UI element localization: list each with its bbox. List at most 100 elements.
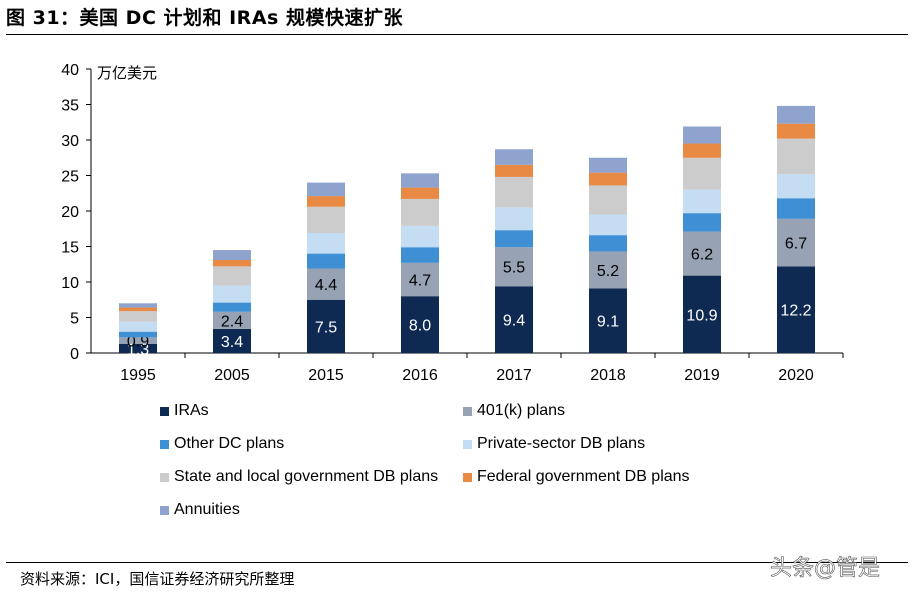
x-tick-label: 2016 (402, 367, 438, 384)
bar-segment (401, 198, 439, 226)
y-tick-label: 35 (61, 98, 79, 115)
data-label: 8.0 (409, 318, 431, 335)
bar-segment (683, 157, 721, 190)
legend-item: 401(k) plans (463, 402, 565, 420)
data-label: 1.3 (127, 341, 149, 358)
x-tick-label: 2005 (214, 367, 250, 384)
bar-segment (119, 307, 157, 312)
bar-segment (777, 174, 815, 199)
bar-segment (495, 207, 533, 231)
x-tick-label: 2018 (590, 367, 626, 384)
bar-segment (495, 176, 533, 208)
data-label: 4.4 (315, 277, 337, 294)
bar-segment (119, 321, 157, 332)
y-tick-label: 10 (61, 275, 79, 292)
footer-divider (6, 562, 908, 563)
data-label: 10.9 (686, 307, 717, 324)
data-label: 4.7 (409, 273, 431, 290)
legend-swatch (160, 406, 169, 416)
bar-segment (401, 296, 439, 353)
source-note: 资料来源：ICI，国信证券经济研究所整理 (20, 570, 295, 588)
legend-swatch (463, 439, 472, 449)
bar-segment (119, 331, 157, 338)
legend-item: State and local government DB plans (160, 468, 438, 486)
x-tick-label: 2015 (308, 367, 344, 384)
y-tick-label: 5 (70, 311, 79, 328)
legend-label: Private-sector DB plans (477, 435, 646, 452)
bar-segment (683, 213, 721, 232)
bar-segment (213, 302, 251, 312)
bar-segment (119, 337, 157, 344)
figure-title: 图 31：美国 DC 计划和 IRAs 规模快速扩张 (6, 7, 403, 29)
y-tick-label: 40 (61, 62, 79, 79)
data-label: 3.4 (221, 334, 243, 351)
data-label: 5.2 (597, 263, 619, 280)
legend-swatch (160, 505, 169, 515)
bar-segment (119, 311, 157, 322)
bar-segment (307, 253, 345, 269)
bar-segment (683, 231, 721, 276)
legend-label: Federal government DB plans (477, 468, 690, 485)
bar-segment (213, 285, 251, 303)
x-tick-label: 2019 (684, 367, 720, 384)
bar-segment (777, 123, 815, 139)
data-label: 2.4 (221, 313, 243, 330)
bar-segment (213, 250, 251, 260)
legend-item: Federal government DB plans (463, 468, 690, 486)
x-tick-label: 2017 (496, 367, 532, 384)
legend-swatch (463, 406, 472, 416)
bar-segment (777, 138, 815, 175)
bar-segment (401, 187, 439, 199)
data-label: 5.5 (503, 260, 525, 277)
x-tick-label: 2020 (778, 367, 814, 384)
bar-segment (213, 266, 251, 286)
bar-segment (401, 262, 439, 297)
legend-item: IRAs (160, 402, 209, 420)
bar-segment (777, 218, 815, 267)
legend-label: State and local government DB plans (174, 468, 439, 485)
legend-item: Annuities (160, 501, 240, 519)
bar-segment (213, 311, 251, 329)
data-label: 12.2 (780, 303, 811, 320)
bar-segment (683, 275, 721, 353)
bar-segment (495, 286, 533, 353)
bar-segment (589, 185, 627, 215)
title-divider (6, 34, 908, 35)
watermark: 头条@管是 (770, 556, 881, 582)
bar-segment (777, 198, 815, 219)
bar-segment (589, 157, 627, 173)
bar-segment (683, 189, 721, 214)
bar-segment (777, 266, 815, 353)
data-label: 7.5 (315, 319, 337, 336)
bar-segment (401, 173, 439, 188)
bar-segment (213, 328, 251, 353)
bar-segment (307, 268, 345, 300)
bar-segment (119, 343, 157, 353)
y-tick-label: 20 (61, 204, 79, 221)
bar-segment (307, 299, 345, 353)
legend-label: IRAs (174, 402, 209, 419)
legend-swatch (463, 472, 472, 482)
legend-label: Annuities (174, 501, 240, 518)
bar-segment (589, 235, 627, 252)
bar-segment (777, 105, 815, 124)
y-tick-label: 30 (61, 133, 79, 150)
y-tick-label: 0 (70, 346, 79, 363)
y-tick-label: 25 (61, 169, 79, 186)
bar-segment (307, 206, 345, 234)
bar-segment (495, 149, 533, 165)
bar-segment (683, 143, 721, 158)
legend-item: Other DC plans (160, 435, 284, 453)
bar-segment (589, 172, 627, 186)
data-label: 9.1 (597, 314, 619, 331)
bar-segment (589, 288, 627, 353)
legend-swatch (160, 472, 169, 482)
bar-segment (401, 225, 439, 248)
bar-segment (307, 196, 345, 207)
legend-label: 401(k) plans (477, 402, 566, 419)
bar-segment (495, 247, 533, 287)
bar-segment (495, 230, 533, 248)
bar-segment (683, 126, 721, 144)
stacked-bar-chart: 0 5 10 15 20 25 30 35 40 万亿美元 1.30.9 1995 3.4 2.4 2005… (61, 62, 844, 384)
bar-segment (307, 233, 345, 254)
